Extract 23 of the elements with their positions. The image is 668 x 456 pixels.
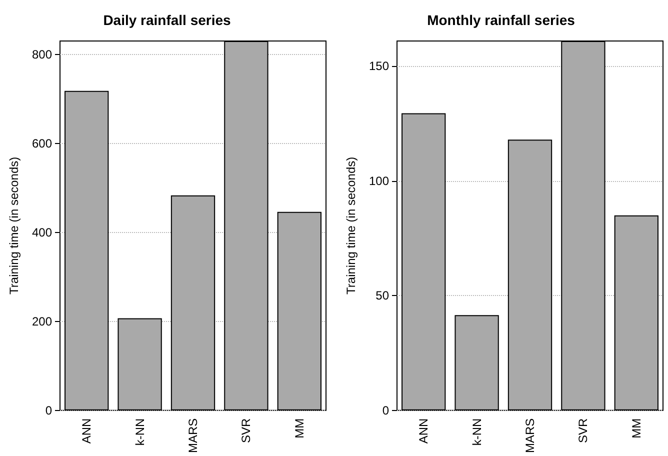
y-tick-label: 400 [32,225,52,240]
y-axis-title: Training time (in seconds) [344,156,358,294]
x-tick-label: MARS [186,418,200,453]
y-tick-label: 600 [32,136,52,150]
x-tick-label: ANN [80,418,94,444]
x-tick-label: ANN [416,418,431,444]
y-tick-label: 200 [32,314,52,328]
chart-title: Daily rainfall series [103,12,232,28]
y-tick-label: 100 [368,174,390,188]
y-tick-label: 0 [45,403,52,418]
x-tick-label: k-NN [470,418,484,446]
x-tick-label: MM [292,418,306,438]
x-tick-label: MARS [523,418,537,453]
y-axis-title: Training time (in seconds) [7,156,21,294]
y-tick-label: 800 [32,47,52,62]
x-tick-label: SVR [576,418,590,444]
chart-title: Monthly rainfall series [427,12,576,28]
y-tick-label: 0 [382,403,390,418]
y-tick-label: 50 [376,288,390,303]
x-tick-label: SVR [239,418,254,444]
x-tick-label: MM [629,418,644,438]
x-tick-label: k-NN [132,418,147,446]
y-tick-label: 150 [368,59,390,74]
